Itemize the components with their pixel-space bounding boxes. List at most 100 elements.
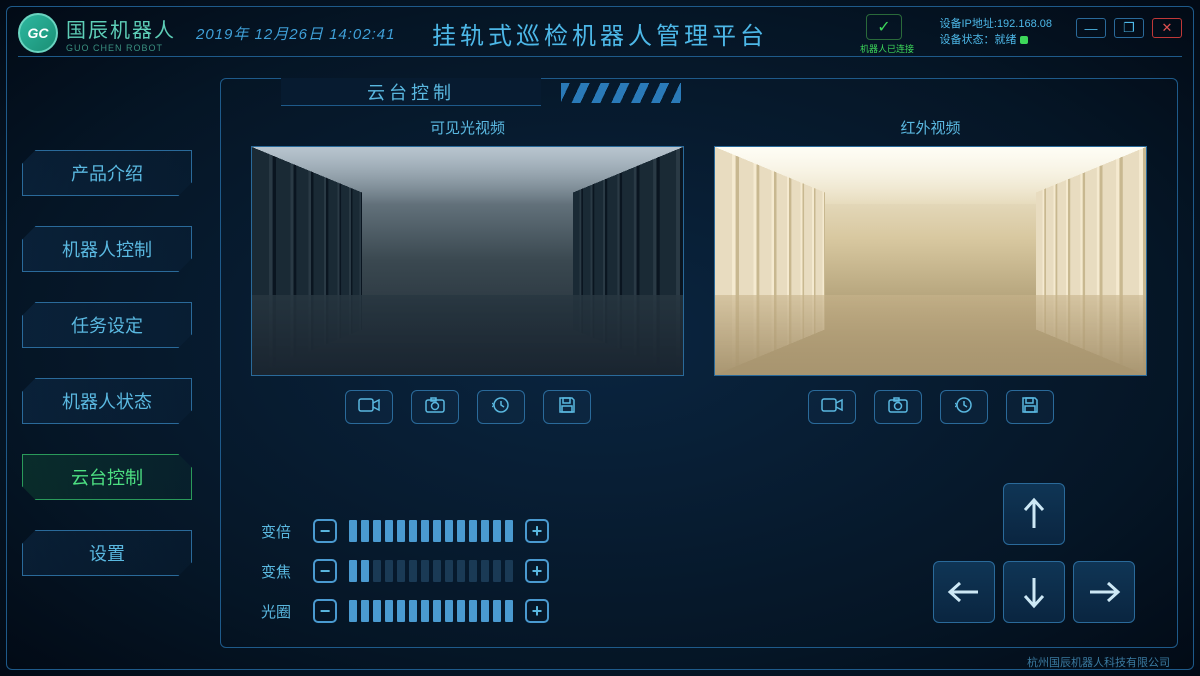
video-feed[interactable] xyxy=(714,146,1147,376)
slider-tick xyxy=(505,560,513,582)
snapshot-icon xyxy=(425,397,445,418)
maximize-button[interactable]: ❐ xyxy=(1114,18,1144,38)
slider-tick xyxy=(469,560,477,582)
video-block-1: 红外视频 xyxy=(714,117,1147,424)
sidebar-item-3[interactable]: 机器人状态 xyxy=(22,378,192,424)
camera-sliders: 变倍−+变焦−+光圈−+ xyxy=(261,519,549,623)
slider-tick xyxy=(361,600,369,622)
ptz-left-button[interactable] xyxy=(933,561,995,623)
video-block-0: 可见光视频 xyxy=(251,117,684,424)
status-dot-icon xyxy=(1020,36,1028,44)
minimize-button[interactable]: — xyxy=(1076,18,1106,38)
sidebar-item-4[interactable]: 云台控制 xyxy=(22,454,192,500)
ptz-dpad xyxy=(929,483,1139,623)
slider-minus-button[interactable]: − xyxy=(313,559,337,583)
replay-icon xyxy=(492,396,510,419)
slider-tick xyxy=(373,560,381,582)
slider-tick xyxy=(481,520,489,542)
logo-text: 国辰机器人 GUO CHEN ROBOT xyxy=(66,14,176,53)
slider-tick xyxy=(493,520,501,542)
ptz-right-button[interactable] xyxy=(1073,561,1135,623)
ptz-up-button[interactable] xyxy=(1003,483,1065,545)
app-title: 挂轨式巡检机器人管理平台 xyxy=(432,16,768,51)
record-button[interactable] xyxy=(808,390,856,424)
slider-plus-button[interactable]: + xyxy=(525,559,549,583)
state-value: 就绪 xyxy=(994,34,1016,46)
slider-tick xyxy=(457,560,465,582)
replay-button[interactable] xyxy=(940,390,988,424)
datetime: 2019年 12月26日 14:02:41 xyxy=(196,23,395,44)
slider-track[interactable] xyxy=(349,520,513,542)
slider-plus-button[interactable]: + xyxy=(525,519,549,543)
ip-label: 设备IP地址: xyxy=(939,18,996,30)
header-divider xyxy=(18,56,1182,62)
slider-tick xyxy=(409,560,417,582)
slider-tick xyxy=(373,520,381,542)
slider-tick xyxy=(433,560,441,582)
slider-tick xyxy=(349,520,357,542)
connection-label: 机器人已连接 xyxy=(860,42,914,55)
slider-tick xyxy=(409,600,417,622)
video-label: 红外视频 xyxy=(714,117,1147,138)
slider-tick xyxy=(385,560,393,582)
slider-minus-button[interactable]: − xyxy=(313,519,337,543)
sidebar-item-5[interactable]: 设置 xyxy=(22,530,192,576)
replay-button[interactable] xyxy=(477,390,525,424)
slider-tick xyxy=(361,560,369,582)
check-icon: ✓ xyxy=(877,17,890,37)
device-info: 设备IP地址:192.168.08 设备状态：就绪 xyxy=(939,16,1052,48)
slider-tick xyxy=(409,520,417,542)
main-panel: 云台控制 可见光视频红外视频 变倍−+变焦−+光圈−+ xyxy=(220,78,1178,648)
slider-tick xyxy=(445,600,453,622)
slider-tick xyxy=(469,600,477,622)
video-area: 可见光视频 红外视频 xyxy=(251,117,1147,424)
footer-copyright: 杭州国辰机器人科技有限公司 xyxy=(1027,654,1170,670)
panel-stripes-deco xyxy=(561,83,681,103)
ip-value: 192.168.08 xyxy=(997,18,1052,30)
slider-track[interactable] xyxy=(349,560,513,582)
slider-track[interactable] xyxy=(349,600,513,622)
slider-label: 变倍 xyxy=(261,521,301,542)
slider-label: 光圈 xyxy=(261,601,301,622)
replay-icon xyxy=(955,396,973,419)
video-toolbar xyxy=(251,390,684,424)
slider-tick xyxy=(445,560,453,582)
logo-en: GUO CHEN ROBOT xyxy=(66,43,176,53)
slider-minus-button[interactable]: − xyxy=(313,599,337,623)
slider-tick xyxy=(397,520,405,542)
slider-tick xyxy=(421,520,429,542)
slider-row-0: 变倍− + xyxy=(261,519,549,543)
header: GC 国辰机器人 GUO CHEN ROBOT 2019年 12月26日 14:… xyxy=(18,12,1182,54)
slider-tick xyxy=(505,600,513,622)
slider-tick xyxy=(457,520,465,542)
record-icon xyxy=(821,397,843,418)
slider-tick xyxy=(433,600,441,622)
slider-tick xyxy=(433,520,441,542)
sidebar-item-0[interactable]: 产品介绍 xyxy=(22,150,192,196)
slider-tick xyxy=(505,520,513,542)
window-controls: — ❐ ✕ xyxy=(1076,18,1182,38)
sidebar: 产品介绍机器人控制任务设定机器人状态云台控制设置 xyxy=(22,150,192,576)
slider-plus-button[interactable]: + xyxy=(525,599,549,623)
state-label: 设备状态： xyxy=(939,34,994,46)
sidebar-item-1[interactable]: 机器人控制 xyxy=(22,226,192,272)
slider-tick xyxy=(457,600,465,622)
save-icon xyxy=(1021,396,1039,419)
video-feed[interactable] xyxy=(251,146,684,376)
slider-tick xyxy=(397,560,405,582)
snapshot-button[interactable] xyxy=(411,390,459,424)
slider-tick xyxy=(445,520,453,542)
save-button[interactable] xyxy=(1006,390,1054,424)
snapshot-button[interactable] xyxy=(874,390,922,424)
slider-tick xyxy=(373,600,381,622)
slider-tick xyxy=(469,520,477,542)
slider-tick xyxy=(397,600,405,622)
save-button[interactable] xyxy=(543,390,591,424)
sidebar-item-2[interactable]: 任务设定 xyxy=(22,302,192,348)
slider-tick xyxy=(385,520,393,542)
record-icon xyxy=(358,397,380,418)
logo-cn: 国辰机器人 xyxy=(66,14,176,43)
ptz-down-button[interactable] xyxy=(1003,561,1065,623)
record-button[interactable] xyxy=(345,390,393,424)
close-button[interactable]: ✕ xyxy=(1152,18,1182,38)
